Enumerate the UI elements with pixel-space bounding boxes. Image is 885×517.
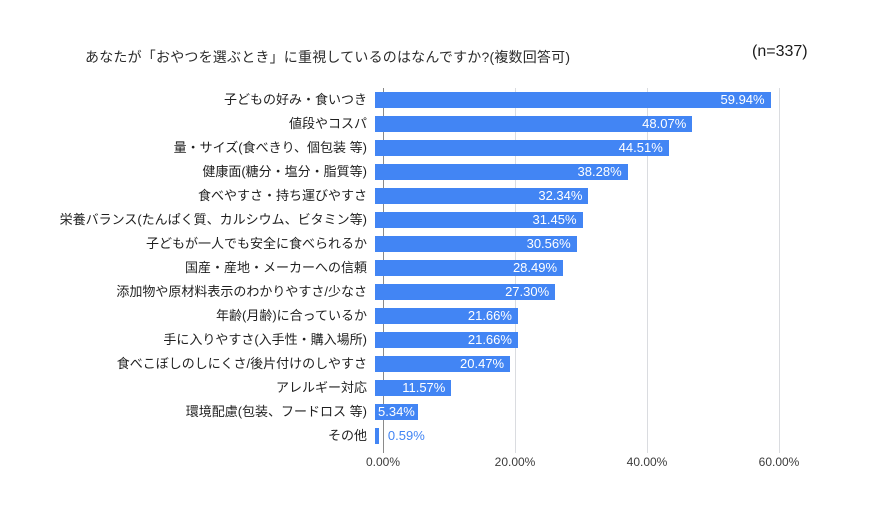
category-label: 食べこぼしのしにくさ/後片付けのしやすさ <box>116 356 367 371</box>
category-label: 国産・産地・メーカーへの信頼 <box>184 260 367 275</box>
bar-track: 30.56% <box>375 236 885 252</box>
category-label: 手に入りやすさ(入手性・購入場所) <box>163 332 367 347</box>
chart-row: 国産・産地・メーカーへの信頼 28.49% <box>0 256 885 280</box>
chart-row: アレルギー対応 11.57% <box>0 376 885 400</box>
bar: 31.45% <box>375 212 583 228</box>
x-axis-tick-label: 20.00% <box>494 455 536 469</box>
bar: 20.47% <box>375 356 511 372</box>
category-label: 年齢(月齢)に合っているか <box>215 308 367 323</box>
bar: 0.59% <box>375 428 425 444</box>
category-label: 環境配慮(包装、フードロス 等) <box>185 404 367 419</box>
bar-track: 21.66% <box>375 332 885 348</box>
bar-track: 31.45% <box>375 212 885 228</box>
x-axis-tick-label: 60.00% <box>758 455 800 469</box>
value-label: 59.94% <box>720 92 765 107</box>
category-label: 栄養バランス(たんぱく質、カルシウム、ビタミン等) <box>59 212 367 227</box>
bar-track: 27.30% <box>375 284 885 300</box>
bar-track: 5.34% <box>375 404 885 420</box>
category-label: 子どもの好み・食いつき <box>223 92 367 107</box>
value-label: 0.59% <box>387 428 425 443</box>
bar-track: 44.51% <box>375 140 885 156</box>
chart-row: 年齢(月齢)に合っているか 21.66% <box>0 304 885 328</box>
chart-row: 栄養バランス(たんぱく質、カルシウム、ビタミン等) 31.45% <box>0 208 885 232</box>
chart-row: 手に入りやすさ(入手性・購入場所) 21.66% <box>0 328 885 352</box>
bar-track: 59.94% <box>375 92 885 108</box>
x-axis-tick-label: 0.00% <box>365 455 401 469</box>
value-label: 30.56% <box>526 236 571 251</box>
category-label: アレルギー対応 <box>275 380 367 395</box>
bar-track: 21.66% <box>375 308 885 324</box>
chart-row: 添加物や原材料表示のわかりやすさ/少なさ 27.30% <box>0 280 885 304</box>
chart-row: 健康面(糖分・塩分・脂質等) 38.28% <box>0 160 885 184</box>
chart-row: その他 0.59% <box>0 424 885 448</box>
bar-track: 38.28% <box>375 164 885 180</box>
value-label: 44.51% <box>618 140 663 155</box>
category-label: 食べやすさ・持ち運びやすさ <box>197 188 367 203</box>
bar: 5.34% <box>375 404 418 420</box>
chart-title: あなたが「おやつを選ぶとき」に重視しているのはなんですか?(複数回答可) <box>85 49 571 65</box>
bar-track: 48.07% <box>375 116 885 132</box>
bar: 59.94% <box>375 92 771 108</box>
category-label: 値段やコスパ <box>288 116 367 131</box>
value-label: 28.49% <box>512 260 558 275</box>
bar-track: 32.34% <box>375 188 885 204</box>
value-label: 11.57% <box>402 380 446 395</box>
bar: 21.66% <box>375 308 518 324</box>
chart-row: 値段やコスパ 48.07% <box>0 112 885 136</box>
bar: 32.34% <box>375 188 589 204</box>
bar-track: 11.57% <box>375 380 885 396</box>
chart-row: 食べこぼしのしにくさ/後片付けのしやすさ 20.47% <box>0 352 885 376</box>
chart-row: 食べやすさ・持ち運びやすさ 32.34% <box>0 184 885 208</box>
bar-track: 0.59% <box>375 428 885 444</box>
value-label: 5.34% <box>375 404 418 420</box>
x-axis-tick-label: 40.00% <box>626 455 668 469</box>
sample-size-label: (n=337) <box>752 43 808 60</box>
category-label: 健康面(糖分・塩分・脂質等) <box>202 164 367 179</box>
bar: 21.66% <box>375 332 518 348</box>
value-label: 21.66% <box>467 308 512 323</box>
bar: 30.56% <box>375 236 577 252</box>
value-label: 20.47% <box>460 356 505 371</box>
bar: 48.07% <box>375 116 693 132</box>
bar-track: 20.47% <box>375 356 885 372</box>
chart-row: 量・サイズ(食べきり、個包装 等) 44.51% <box>0 136 885 160</box>
category-label: その他 <box>327 428 367 443</box>
chart-row: 環境配慮(包装、フードロス 等) 5.34% <box>0 400 885 424</box>
value-label: 31.45% <box>532 212 577 227</box>
bar-rows: 子どもの好み・食いつき 59.94% 値段やコスパ 48.07% 量・サイズ(食… <box>0 88 885 448</box>
chart-row: 子どもが一人でも安全に食べられるか 30.56% <box>0 232 885 256</box>
value-label: 48.07% <box>642 116 687 131</box>
bar: 27.30% <box>375 284 556 300</box>
chart-row: 子どもの好み・食いつき 59.94% <box>0 88 885 112</box>
bar: 28.49% <box>375 260 564 276</box>
category-label: 量・サイズ(食べきり、個包装 等) <box>173 140 367 155</box>
bar: 44.51% <box>375 140 669 156</box>
bar: 11.57% <box>375 380 452 396</box>
bar: 38.28% <box>375 164 628 180</box>
bar-track: 28.49% <box>375 260 885 276</box>
category-label: 子どもが一人でも安全に食べられるか <box>145 236 367 251</box>
value-label: 21.66% <box>467 332 512 347</box>
value-label: 27.30% <box>505 284 550 299</box>
category-label: 添加物や原材料表示のわかりやすさ/少なさ <box>116 284 367 299</box>
value-label: 32.34% <box>538 188 583 203</box>
value-label: 38.28% <box>577 164 622 179</box>
